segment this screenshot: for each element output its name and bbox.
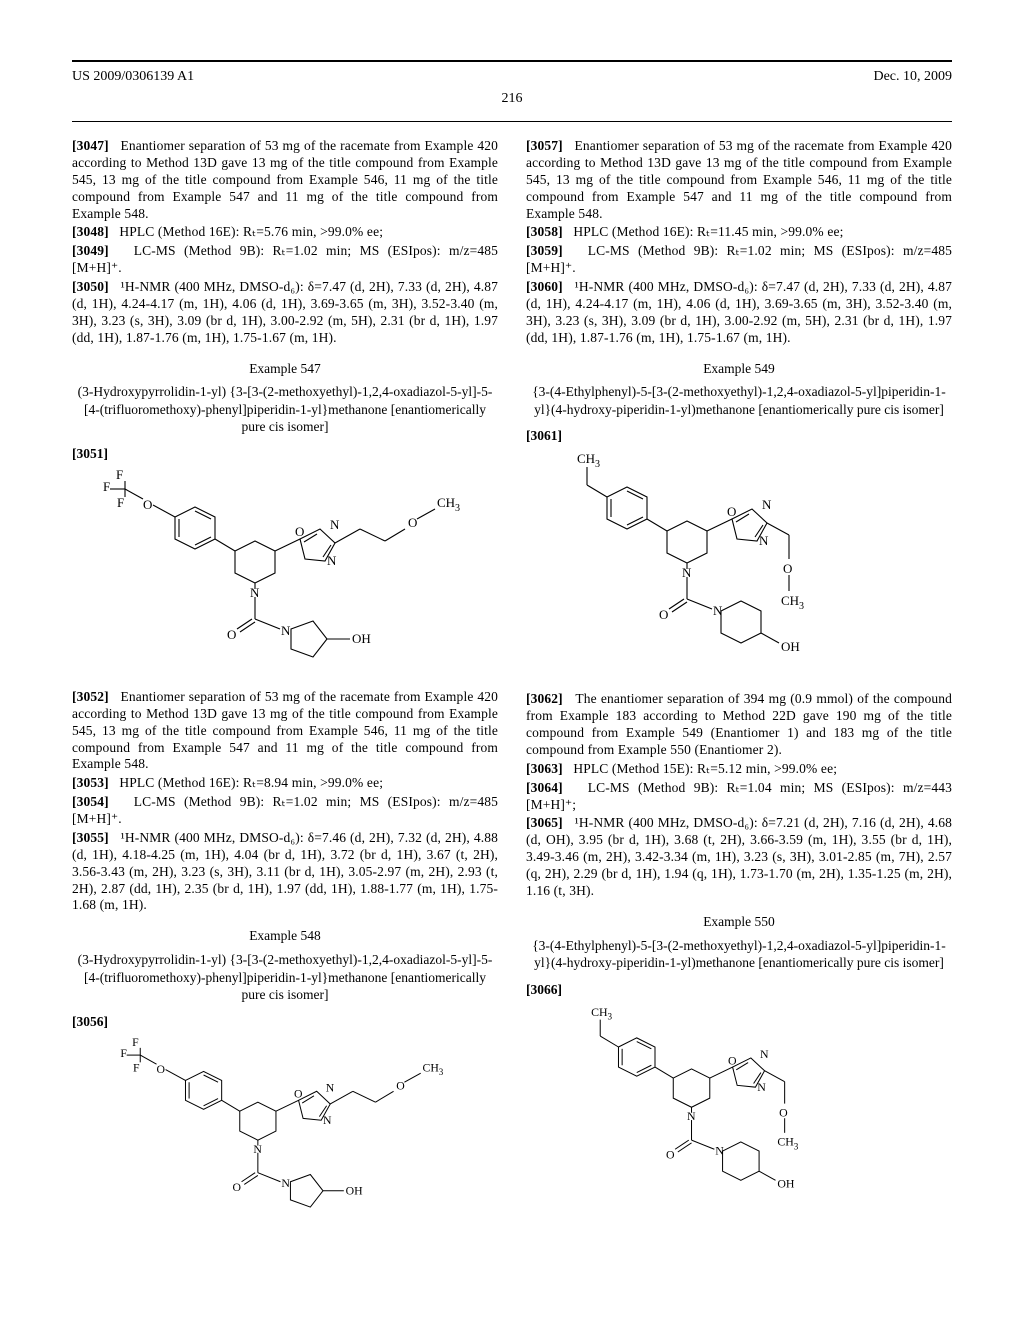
svg-text:CH: CH [777,1134,794,1148]
svg-text:N: N [330,517,340,532]
para-3053: [3053] HPLC (Method 16E): Rₜ=8.94 min, >… [72,775,498,792]
para-3065: [3065] ¹H-NMR (400 MHz, DMSO-d₆): δ=7.21… [526,815,952,899]
svg-text:O: O [728,1053,737,1067]
svg-text:O: O [157,1063,166,1076]
para-3060: [3060] ¹H-NMR (400 MHz, DMSO-d₆): δ=7.47… [526,279,952,347]
compound-549-name: {3-(4-Ethylphenyl)-5-[3-(2-methoxyethyl)… [526,383,952,418]
publication-date: Dec. 10, 2009 [873,68,952,86]
separator-rule [72,121,952,122]
svg-text:O: O [666,1147,675,1161]
example-547-title: Example 547 [72,361,498,378]
svg-text:3: 3 [595,459,600,470]
svg-text:N: N [757,1080,766,1094]
svg-text:3: 3 [608,1011,613,1021]
svg-text:O: O [227,627,236,642]
para-3066: [3066] [526,982,952,999]
para-3064: [3064] LC-MS (Method 9B): Rₜ=1.04 min; M… [526,780,952,814]
svg-text:N: N [760,1047,769,1061]
svg-text:OH: OH [346,1184,363,1197]
svg-text:O: O [295,524,304,539]
svg-text:N: N [326,1081,335,1094]
svg-text:CH: CH [781,593,799,608]
svg-text:OH: OH [777,1176,795,1190]
para-3050: [3050] ¹H-NMR (400 MHz, DMSO-d₆): δ=7.47… [72,279,498,347]
structure-549: CH 3 N O N N [559,451,919,681]
para-3062: [3062] The enantiomer separation of 394 … [526,691,952,759]
svg-text:3: 3 [794,1141,799,1151]
svg-text:O: O [294,1087,303,1100]
left-column: [3047] Enantiomer separation of 53 mg of… [72,138,498,1237]
page-number: 216 [72,90,952,108]
svg-text:F: F [103,479,110,494]
svg-text:O: O [408,515,417,530]
para-3056: [3056] [72,1014,498,1031]
svg-text:O: O [396,1079,405,1092]
compound-547-name: (3-Hydroxypyrrolidin-1-yl) {3-[3-(2-meth… [72,383,498,436]
para-3049: [3049] LC-MS (Method 9B): Rₜ=1.02 min; M… [72,243,498,277]
para-3048: [3048] HPLC (Method 16E): Rₜ=5.76 min, >… [72,224,498,241]
svg-text:O: O [783,561,792,576]
svg-text:CH: CH [591,1005,608,1019]
para-3059: [3059] LC-MS (Method 9B): Rₜ=1.02 min; M… [526,243,952,277]
structure-548: F F F O N O N N [95,1037,475,1227]
structure-550: CH 3 N O N N O [559,1005,919,1215]
svg-text:F: F [120,1047,127,1060]
svg-text:O: O [659,607,668,622]
para-3057: [3057] Enantiomer separation of 53 mg of… [526,138,952,222]
compound-550-name: {3-(4-Ethylphenyl)-5-[3-(2-methoxyethyl)… [526,937,952,972]
publication-number: US 2009/0306139 A1 [72,68,194,86]
svg-text:O: O [233,1180,242,1193]
svg-text:O: O [779,1105,788,1119]
para-3058: [3058] HPLC (Method 16E): Rₜ=11.45 min, … [526,224,952,241]
svg-text:N: N [281,623,291,638]
svg-text:N: N [327,553,337,568]
para-3054: [3054] LC-MS (Method 9B): Rₜ=1.02 min; M… [72,794,498,828]
example-548-title: Example 548 [72,928,498,945]
para-3047: [3047] Enantiomer separation of 53 mg of… [72,138,498,222]
structure-547: F F F O N [95,469,475,679]
top-rule [72,60,952,62]
para-3063: [3063] HPLC (Method 15E): Rₜ=5.12 min, >… [526,761,952,778]
svg-text:3: 3 [439,1067,444,1077]
right-column: [3057] Enantiomer separation of 53 mg of… [526,138,952,1237]
svg-text:3: 3 [455,503,460,514]
svg-text:CH: CH [577,451,595,466]
svg-text:CH: CH [437,495,455,510]
svg-text:N: N [323,1114,332,1127]
svg-text:N: N [759,533,769,548]
svg-text:O: O [727,504,736,519]
svg-text:O: O [143,497,152,512]
para-3061: [3061] [526,428,952,445]
svg-text:OH: OH [352,631,371,646]
svg-text:F: F [116,469,123,482]
example-549-title: Example 549 [526,361,952,378]
para-3051: [3051] [72,446,498,463]
svg-text:CH: CH [423,1061,440,1074]
para-3052: [3052] Enantiomer separation of 53 mg of… [72,689,498,773]
svg-text:F: F [132,1037,139,1049]
svg-text:3: 3 [799,601,804,612]
svg-text:F: F [133,1061,140,1074]
example-550-title: Example 550 [526,914,952,931]
svg-text:N: N [762,497,772,512]
svg-text:OH: OH [781,639,800,654]
svg-text:N: N [281,1177,290,1190]
svg-text:F: F [117,495,124,510]
compound-548-name: (3-Hydroxypyrrolidin-1-yl) {3-[3-(2-meth… [72,951,498,1004]
para-3055: [3055] ¹H-NMR (400 MHz, DMSO-d₆): δ=7.46… [72,830,498,914]
